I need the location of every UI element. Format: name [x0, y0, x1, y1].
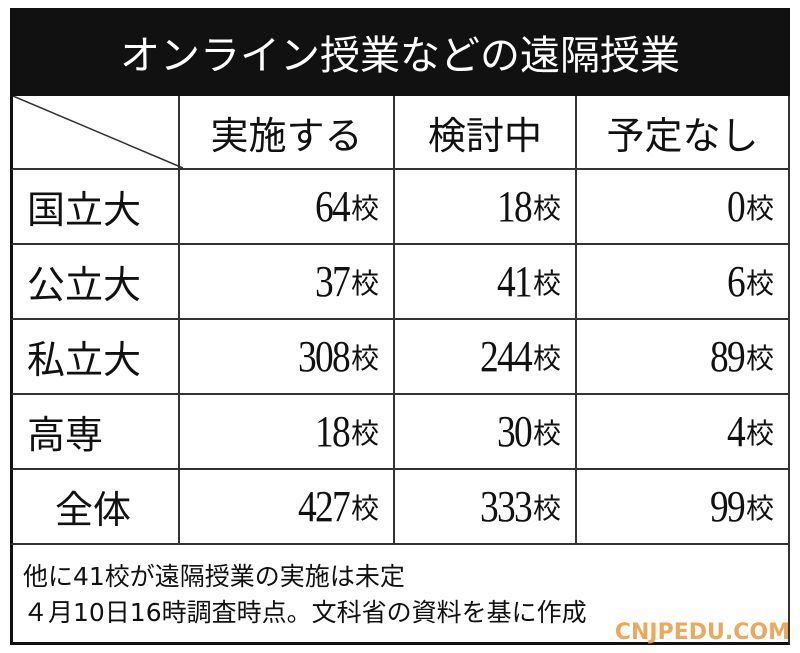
value-cell: 64 校: [180, 170, 395, 245]
row-label: 全体: [10, 470, 180, 545]
column-header: 実施する: [180, 96, 395, 170]
value-cell: 99 校: [577, 470, 790, 545]
row-label: 国立大: [10, 170, 180, 245]
cell-number: 244: [479, 332, 533, 381]
cell-unit: 校: [350, 191, 379, 225]
cell-unit: 校: [350, 491, 379, 525]
value-cell: 37 校: [180, 245, 395, 320]
diagonal: [13, 96, 183, 169]
value-cell: 89 校: [577, 320, 790, 395]
cell-unit: 校: [532, 416, 561, 450]
title: オンライン授業などの遠隔授業: [10, 8, 790, 96]
cell-unit: 校: [745, 416, 774, 450]
watermark: CNJPEDU.COM: [614, 620, 790, 645]
cell-unit: 校: [350, 416, 379, 450]
cell-number: 6: [726, 257, 746, 306]
notes: 他に41校が遠隔授業の実施は未定 ４月10日16時調査時点。文科省の資料を基に作…: [10, 545, 790, 645]
cell-number: 427: [297, 482, 351, 531]
cell-unit: 校: [532, 266, 561, 300]
value-cell: 41 校: [395, 245, 577, 320]
cell-unit: 校: [350, 341, 379, 375]
cell-unit: 校: [745, 341, 774, 375]
cell-number: 89: [709, 332, 746, 381]
column-header: 検討中: [395, 96, 577, 170]
cell-number: 41: [496, 257, 533, 306]
corner-cell: [10, 96, 183, 170]
cell-unit: 校: [745, 491, 774, 525]
value-cell: 30 校: [395, 395, 577, 470]
value-cell: 308 校: [180, 320, 395, 395]
cell-unit: 校: [532, 191, 561, 225]
cell-unit: 校: [745, 266, 774, 300]
cell-number: 0: [726, 182, 746, 231]
note: 他に41校が遠隔授業の実施は未定: [23, 562, 405, 591]
cell-number: 64: [314, 182, 351, 231]
cell-number: 99: [709, 482, 746, 531]
cell-unit: 校: [745, 191, 774, 225]
note: ４月10日16時調査時点。文科省の資料を基に作成: [23, 598, 587, 627]
value-cell: 18 校: [180, 395, 395, 470]
cell-number: 37: [314, 257, 351, 306]
row-label: 高専: [10, 395, 180, 470]
value-cell: 333 校: [395, 470, 577, 545]
cell-unit: 校: [350, 266, 379, 300]
row-label: 私立大: [10, 320, 180, 395]
column-header: 予定なし: [577, 96, 790, 170]
cell-number: 308: [297, 332, 351, 381]
cell-unit: 校: [532, 491, 561, 525]
cell-unit: 校: [532, 341, 561, 375]
value-cell: 427 校: [180, 470, 395, 545]
cell-number: 30: [496, 407, 533, 456]
value-cell: 18 校: [395, 170, 577, 245]
row-label: 公立大: [10, 245, 180, 320]
cell-number: 333: [479, 482, 533, 531]
cell-number: 18: [314, 407, 351, 456]
cell-number: 18: [496, 182, 533, 231]
cell-number: 4: [726, 407, 746, 456]
value-cell: 244 校: [395, 320, 577, 395]
